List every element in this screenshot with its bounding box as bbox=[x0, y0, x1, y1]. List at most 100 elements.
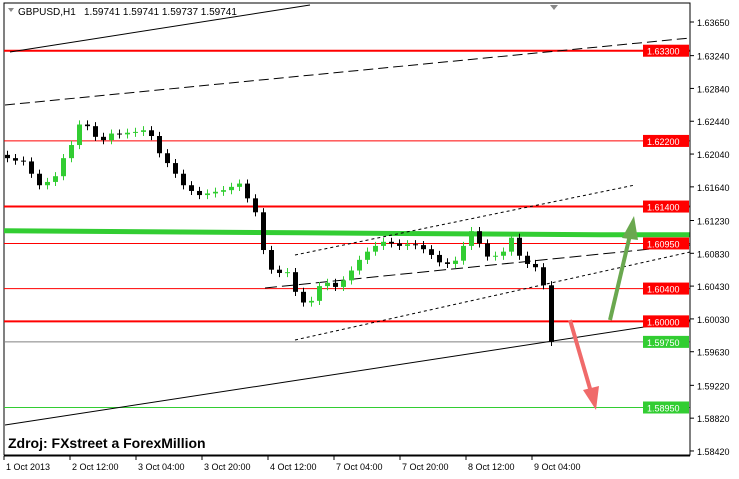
candle bbox=[133, 127, 138, 137]
candle bbox=[445, 258, 450, 269]
arrow-up bbox=[608, 216, 638, 321]
candle bbox=[389, 237, 394, 248]
level-price-label: 1.60950 bbox=[647, 239, 680, 249]
ohlc-label: 1.59741 1.59741 1.59737 1.59741 bbox=[84, 7, 237, 18]
y-tick-label: 1.61230 bbox=[697, 216, 730, 226]
source-note: Zdroj: FXstreet a ForexMillion bbox=[8, 435, 206, 451]
candle bbox=[253, 194, 258, 217]
y-tick-label: 1.60430 bbox=[697, 282, 730, 292]
candle bbox=[181, 169, 186, 190]
candle bbox=[301, 287, 306, 307]
candle bbox=[421, 240, 426, 254]
y-tick-label: 1.63240 bbox=[697, 52, 730, 62]
trend-line-upper-dashed[interactable] bbox=[4, 37, 691, 106]
level-price-label: 1.61400 bbox=[647, 203, 680, 213]
candle bbox=[485, 239, 490, 261]
candle bbox=[469, 227, 474, 251]
y-tick-label: 1.62040 bbox=[697, 150, 730, 160]
candle bbox=[61, 154, 66, 181]
candle bbox=[13, 154, 18, 165]
plot-area bbox=[3, 2, 691, 456]
y-tick-label: 1.60830 bbox=[697, 249, 730, 259]
candle bbox=[541, 263, 546, 290]
y-tick-label: 1.62440 bbox=[697, 117, 730, 127]
y-tick-label: 1.59220 bbox=[697, 381, 730, 391]
level-price-label: 1.62200 bbox=[647, 137, 680, 147]
candle bbox=[349, 266, 354, 285]
candle bbox=[453, 256, 458, 269]
candle bbox=[373, 241, 378, 256]
candle bbox=[93, 122, 98, 141]
candle bbox=[365, 247, 370, 264]
candle bbox=[45, 177, 50, 190]
y-tick-label: 1.58420 bbox=[697, 447, 730, 457]
x-tick-label: 1 Oct 2013 bbox=[6, 462, 50, 472]
candle bbox=[493, 251, 498, 261]
shift-marker-icon[interactable] bbox=[550, 5, 558, 10]
candle bbox=[381, 237, 386, 251]
trend-line-top[interactable] bbox=[9, 4, 311, 53]
level-price-tag bbox=[643, 44, 689, 57]
x-tick-label: 3 Oct 04:00 bbox=[138, 462, 185, 472]
candle bbox=[21, 156, 26, 166]
candle bbox=[517, 233, 522, 260]
candle bbox=[333, 278, 338, 292]
green-level-band[interactable] bbox=[3, 228, 690, 238]
level-price-tag bbox=[643, 335, 689, 348]
candle bbox=[221, 186, 226, 196]
candle bbox=[125, 128, 130, 139]
candle bbox=[413, 240, 418, 250]
candle bbox=[533, 259, 538, 272]
candle bbox=[261, 208, 266, 255]
level-price-label: 1.59750 bbox=[647, 338, 680, 348]
candle bbox=[501, 247, 506, 260]
candle bbox=[405, 240, 410, 251]
level-price-tag bbox=[643, 237, 689, 250]
candle bbox=[141, 126, 146, 137]
x-tick-label: 4 Oct 12:00 bbox=[270, 462, 317, 472]
candle bbox=[229, 182, 234, 195]
x-tick-label: 7 Oct 20:00 bbox=[402, 462, 449, 472]
candle bbox=[29, 157, 34, 178]
candle bbox=[325, 278, 330, 291]
candle bbox=[525, 251, 530, 269]
level-price-label: 1.63300 bbox=[647, 47, 680, 57]
candle bbox=[293, 268, 298, 296]
y-tick-label: 1.60030 bbox=[697, 315, 730, 325]
candle bbox=[149, 126, 154, 141]
candle bbox=[477, 227, 482, 248]
y-tick-label: 1.63650 bbox=[697, 18, 730, 28]
candle bbox=[157, 131, 162, 158]
x-tick-label: 9 Oct 04:00 bbox=[534, 462, 581, 472]
candle bbox=[189, 181, 194, 196]
candle bbox=[101, 132, 106, 145]
candle bbox=[357, 255, 362, 275]
candle bbox=[509, 233, 514, 256]
candle bbox=[197, 186, 202, 200]
candle bbox=[53, 172, 58, 187]
level-price-tag bbox=[643, 282, 689, 295]
candle bbox=[205, 189, 210, 200]
level-price-tag bbox=[643, 401, 689, 414]
y-tick-label: 1.58820 bbox=[697, 414, 730, 424]
candle bbox=[77, 120, 82, 150]
candle bbox=[309, 296, 314, 307]
candle bbox=[173, 158, 178, 178]
y-tick-label: 1.59630 bbox=[697, 348, 730, 358]
candle bbox=[117, 129, 122, 139]
candle bbox=[5, 150, 10, 163]
candle bbox=[277, 265, 282, 278]
level-price-tag bbox=[643, 134, 689, 147]
candle bbox=[165, 149, 170, 168]
candle bbox=[85, 120, 90, 131]
level-price-tag bbox=[643, 200, 689, 213]
candle bbox=[461, 241, 466, 265]
candle bbox=[285, 268, 290, 278]
level-price-tag bbox=[643, 315, 689, 328]
arrow-down bbox=[568, 319, 599, 410]
symbol-label: GBPUSD,H1 bbox=[18, 7, 76, 18]
collapse-triangle-icon[interactable] bbox=[8, 8, 14, 12]
channel-upper-dotted[interactable] bbox=[294, 184, 636, 256]
